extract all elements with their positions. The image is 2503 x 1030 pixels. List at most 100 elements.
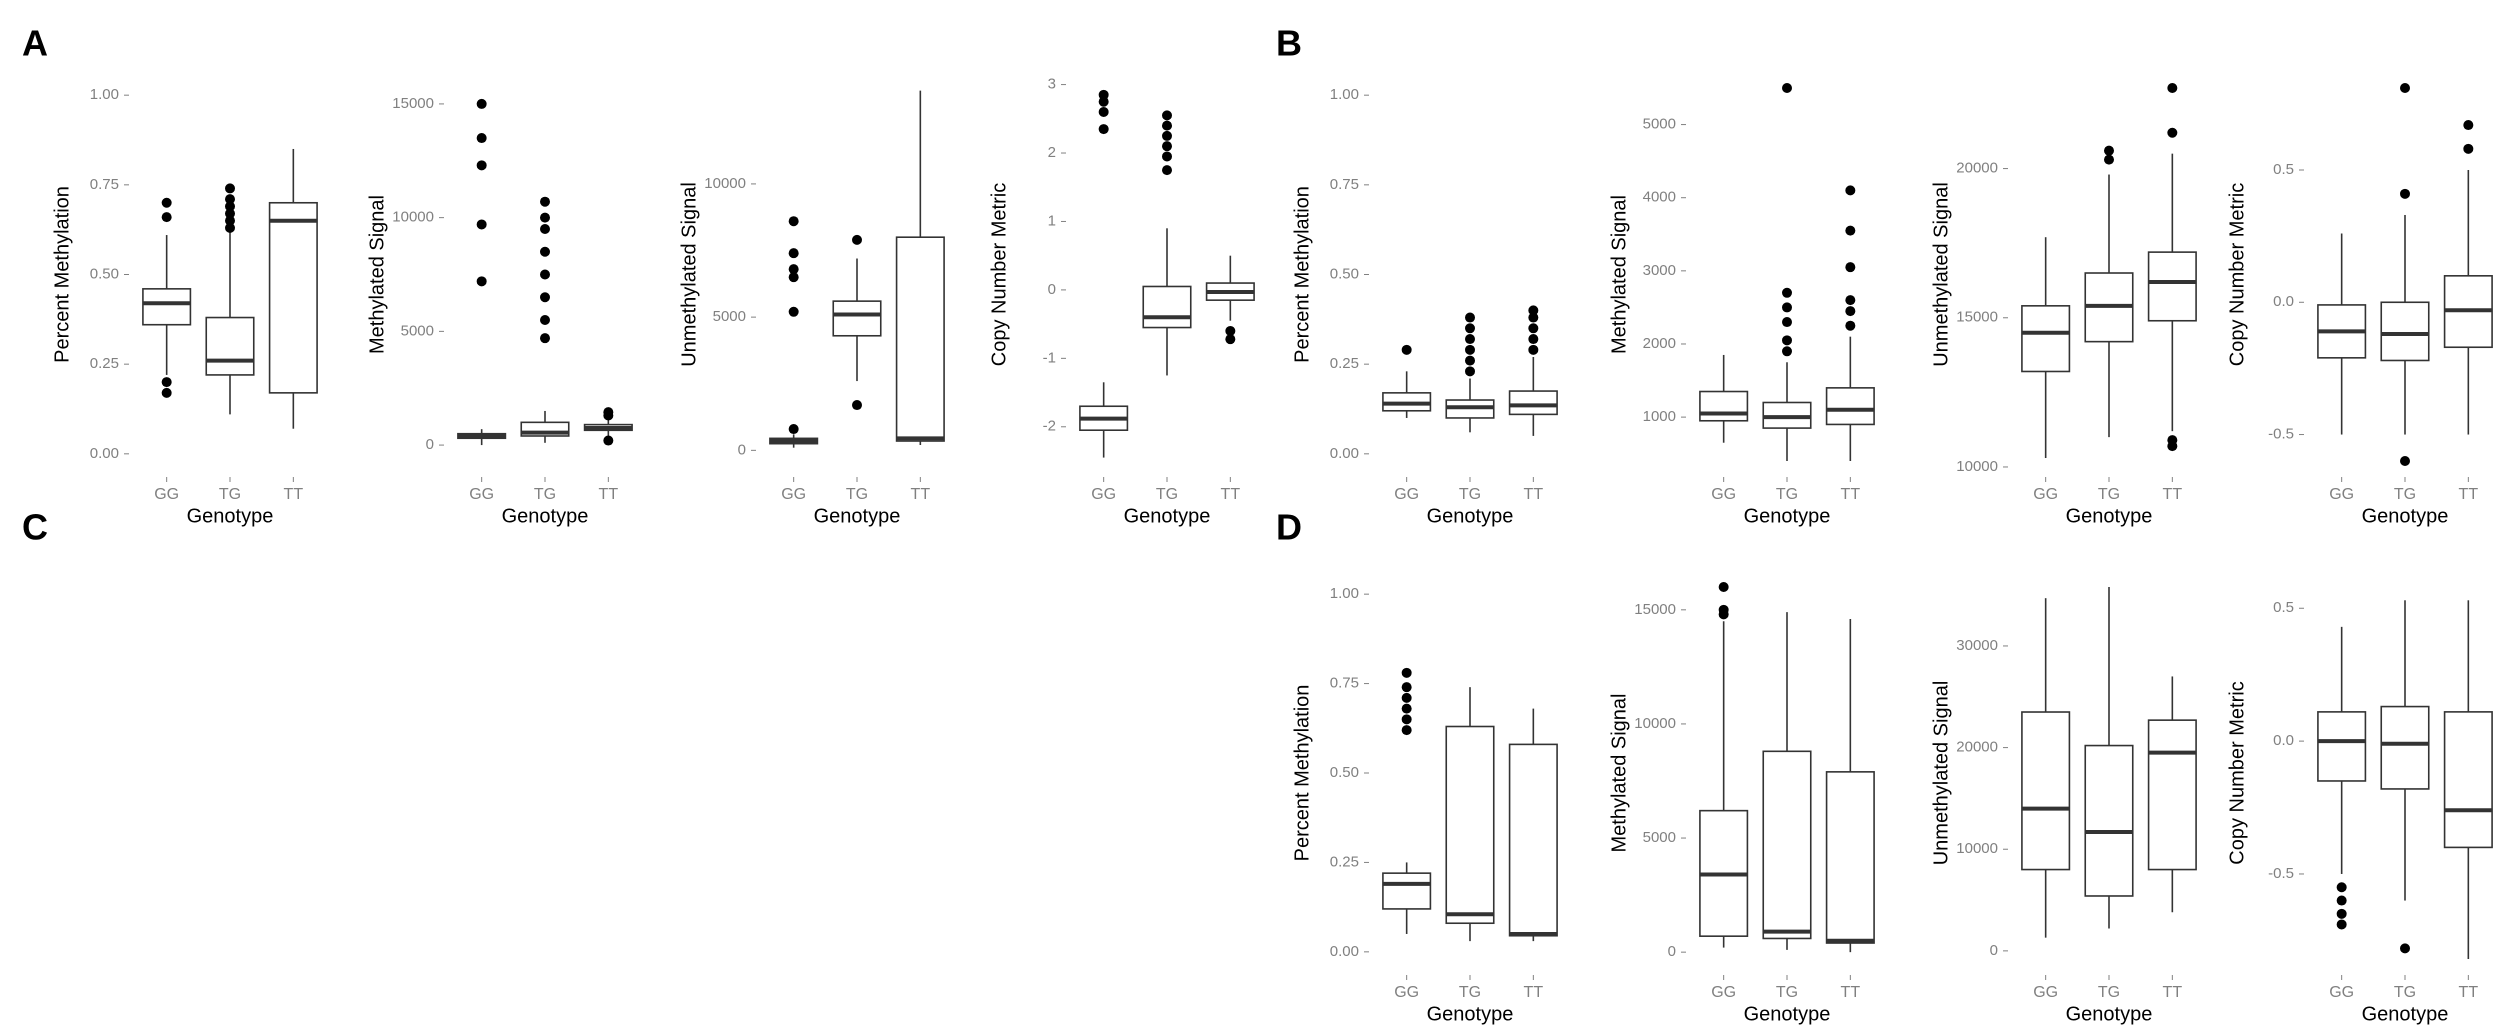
outlier [852, 234, 862, 245]
outlier [540, 292, 550, 303]
x-axis-label: Genotype [1744, 505, 1831, 527]
y-tick-label: 0.0 [2273, 293, 2294, 310]
x-tick-label: GG [781, 486, 806, 503]
outlier [1845, 306, 1856, 317]
y-tick-label: 5000 [401, 322, 434, 339]
x-axis-label: Genotype [2066, 1003, 2153, 1025]
y-axis-label: Percent Methylation [1291, 186, 1313, 363]
outlier [476, 98, 487, 109]
panel-label: C [22, 507, 48, 548]
box [2317, 711, 2367, 782]
outlier [1782, 287, 1792, 298]
y-tick-label: 10000 [1956, 458, 1998, 475]
outlier [225, 201, 235, 212]
x-tick-label: GG [1394, 984, 1419, 1001]
outlier [225, 215, 235, 226]
outlier [2400, 943, 2410, 954]
box [2021, 711, 2071, 871]
x-tick-label: GG [469, 486, 494, 503]
y-tick-label: 1.00 [90, 86, 119, 103]
x-tick-label: TG [1776, 486, 1798, 503]
y-tick-label: 10000 [392, 209, 434, 226]
y-tick-label: 15000 [1634, 601, 1676, 618]
y-tick-label: 1000 [1643, 408, 1676, 425]
y-axis-label: Unmethylated Signal [678, 182, 700, 367]
outlier [2336, 908, 2347, 919]
box [1825, 771, 1875, 944]
panel-label: B [1276, 23, 1302, 64]
x-axis-label: Genotype [1427, 1003, 1514, 1025]
x-axis-label: Genotype [814, 505, 901, 527]
outlier [1465, 355, 1475, 366]
outlier [476, 219, 487, 230]
outlier [161, 197, 172, 208]
outlier [1098, 106, 1109, 117]
y-axis-label: Percent Methylation [1291, 685, 1313, 862]
x-tick-label: TT [1841, 984, 1861, 1001]
outlier [1401, 714, 1412, 725]
outlier [1162, 141, 1172, 152]
x-tick-label: TT [1524, 486, 1544, 503]
y-tick-label: 0 [426, 436, 434, 453]
outlier [1401, 682, 1412, 693]
y-tick-label: 0.75 [1330, 675, 1359, 692]
x-tick-label: TG [219, 486, 241, 503]
outlier [1718, 604, 1729, 615]
outlier [2167, 83, 2178, 93]
box [2021, 305, 2071, 373]
x-tick-label: GG [1711, 486, 1736, 503]
y-tick-label: 0.50 [1330, 764, 1359, 781]
y-axis-label: Unmethylated Signal [1930, 182, 1952, 367]
y-tick-label: 2000 [1643, 335, 1676, 352]
box [1142, 285, 1192, 329]
box [1699, 390, 1749, 422]
y-tick-label: 5000 [1643, 829, 1676, 846]
outlier [1465, 344, 1475, 355]
outlier [1225, 334, 1236, 345]
y-tick-label: 3 [1048, 76, 1056, 93]
outlier [2463, 143, 2474, 154]
outlier [161, 377, 172, 388]
outlier [2104, 145, 2114, 156]
x-tick-label: TT [2163, 984, 2183, 1001]
outlier [603, 435, 614, 446]
outlier [1401, 667, 1412, 678]
outlier [2104, 154, 2114, 165]
y-tick-label: 10000 [704, 175, 746, 192]
y-tick-label: 0 [1990, 942, 1998, 959]
outlier [1465, 366, 1475, 377]
y-tick-label: 30000 [1956, 637, 1998, 654]
x-tick-label: GG [2329, 486, 2354, 503]
x-tick-label: GG [1091, 486, 1116, 503]
y-tick-label: 5000 [713, 308, 746, 325]
y-tick-label: 1.00 [1330, 585, 1359, 602]
x-tick-label: TT [1221, 486, 1241, 503]
outlier [1401, 703, 1412, 714]
box [1382, 872, 1432, 910]
outlier [2400, 188, 2410, 199]
x-tick-label: TT [2459, 486, 2479, 503]
outlier [1782, 83, 1792, 93]
outlier [1401, 344, 1412, 355]
outlier [540, 314, 550, 325]
outlier [2336, 882, 2347, 893]
outlier [1465, 323, 1475, 334]
outlier [1528, 305, 1539, 316]
outlier [476, 133, 487, 144]
x-tick-label: TT [284, 486, 304, 503]
outlier [1465, 312, 1475, 323]
y-tick-label: 0.00 [1330, 445, 1359, 462]
x-tick-label: TG [1459, 984, 1481, 1001]
y-tick-label: 15000 [392, 95, 434, 112]
y-tick-label: 0.5 [2273, 599, 2294, 616]
y-tick-label: 4000 [1643, 189, 1676, 206]
y-tick-label: 0.25 [1330, 355, 1359, 372]
outlier [1845, 225, 1856, 236]
box [1508, 743, 1558, 937]
x-tick-label: TT [1841, 486, 1861, 503]
outlier [1782, 335, 1792, 346]
x-tick-label: TG [2394, 984, 2416, 1001]
x-axis-label: Genotype [502, 505, 589, 527]
y-tick-label: 15000 [1956, 309, 1998, 326]
